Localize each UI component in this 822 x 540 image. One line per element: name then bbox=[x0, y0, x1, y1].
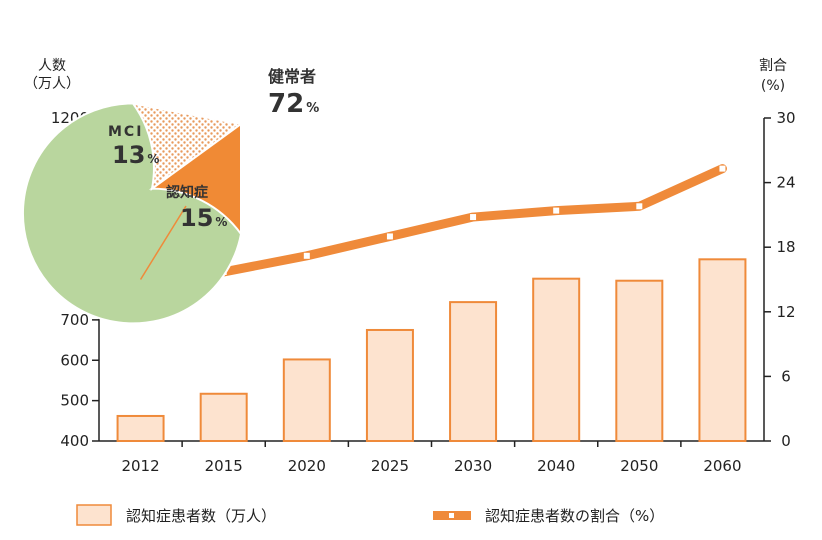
line-point bbox=[553, 207, 560, 214]
pie-value-healthy: 72% bbox=[268, 89, 319, 119]
pie-value-dementia-unit: % bbox=[215, 215, 227, 229]
x-tick-label: 2030 bbox=[454, 457, 492, 475]
x-tick-label: 2015 bbox=[205, 457, 243, 475]
right-tick-label: 6 bbox=[781, 367, 791, 385]
legend-line-label: 認知症患者数の割合（%） bbox=[485, 507, 664, 525]
right-tick-label: 0 bbox=[781, 432, 791, 450]
left-tick-label: 700 bbox=[60, 311, 89, 329]
pie-label-dementia: 認知症 bbox=[166, 184, 208, 201]
pie-value-healthy-unit: % bbox=[306, 101, 319, 116]
pie-value-mci: 13% bbox=[112, 141, 159, 169]
right-axis-label-line1: 割合 bbox=[759, 57, 787, 74]
x-tick-label: 2020 bbox=[288, 457, 326, 475]
right-tick-label: 24 bbox=[776, 174, 795, 192]
right-tick-label: 12 bbox=[776, 303, 795, 321]
pie-label-mci: MCI bbox=[108, 124, 143, 140]
pie-slice-mci bbox=[130, 101, 244, 191]
pie-value-dementia-number: 15 bbox=[180, 204, 213, 232]
pie-slice-dementia bbox=[148, 122, 242, 238]
bar bbox=[449, 301, 498, 442]
left-tick-label: 500 bbox=[60, 392, 89, 410]
left-tick-label: 400 bbox=[60, 432, 89, 450]
line-point bbox=[636, 203, 643, 210]
line-point bbox=[386, 233, 393, 240]
bar bbox=[532, 277, 581, 442]
line-path bbox=[136, 164, 727, 284]
x-tick-label: 2025 bbox=[371, 457, 409, 475]
x-ticks: 2012 2015 2020 2025 2030 2040 2050 2060 bbox=[121, 441, 742, 475]
left-axis-label-line1: 人数 bbox=[38, 58, 66, 74]
legend-bar-swatch bbox=[76, 504, 112, 526]
pie-value-mci-number: 13 bbox=[112, 141, 145, 169]
line-point bbox=[719, 165, 726, 172]
right-tick-label: 18 bbox=[776, 238, 795, 256]
right-y-ticks: 0 6 12 18 24 30 bbox=[764, 109, 796, 450]
legend-line-marker bbox=[449, 513, 454, 518]
line-point bbox=[470, 214, 477, 221]
pie-value-healthy-number: 72 bbox=[268, 89, 304, 119]
x-tick-label: 2012 bbox=[121, 457, 159, 475]
left-tick-label: 600 bbox=[60, 351, 89, 369]
bar bbox=[615, 279, 664, 442]
bar bbox=[282, 358, 331, 443]
line-point bbox=[303, 252, 310, 259]
right-tick-label: 30 bbox=[776, 109, 795, 127]
x-tick-label: 2040 bbox=[537, 457, 575, 475]
pie-value-dementia: 15% bbox=[180, 204, 227, 232]
left-axis-label-line2: （万人） bbox=[24, 76, 80, 92]
pie-value-mci-unit: % bbox=[147, 152, 159, 166]
bar bbox=[199, 392, 248, 443]
x-tick-label: 2050 bbox=[620, 457, 658, 475]
bar bbox=[698, 258, 747, 442]
legend-bar-label: 認知症患者数（万人） bbox=[126, 507, 276, 525]
pie-callout-line bbox=[139, 205, 187, 280]
x-tick-label: 2060 bbox=[703, 457, 741, 475]
bar-series bbox=[116, 258, 747, 443]
right-axis-label-line2: (%) bbox=[761, 78, 785, 94]
pie-chart bbox=[21, 101, 244, 325]
pie-label-healthy: 健常者 bbox=[268, 67, 316, 86]
bar bbox=[116, 414, 165, 442]
bar bbox=[365, 328, 414, 442]
